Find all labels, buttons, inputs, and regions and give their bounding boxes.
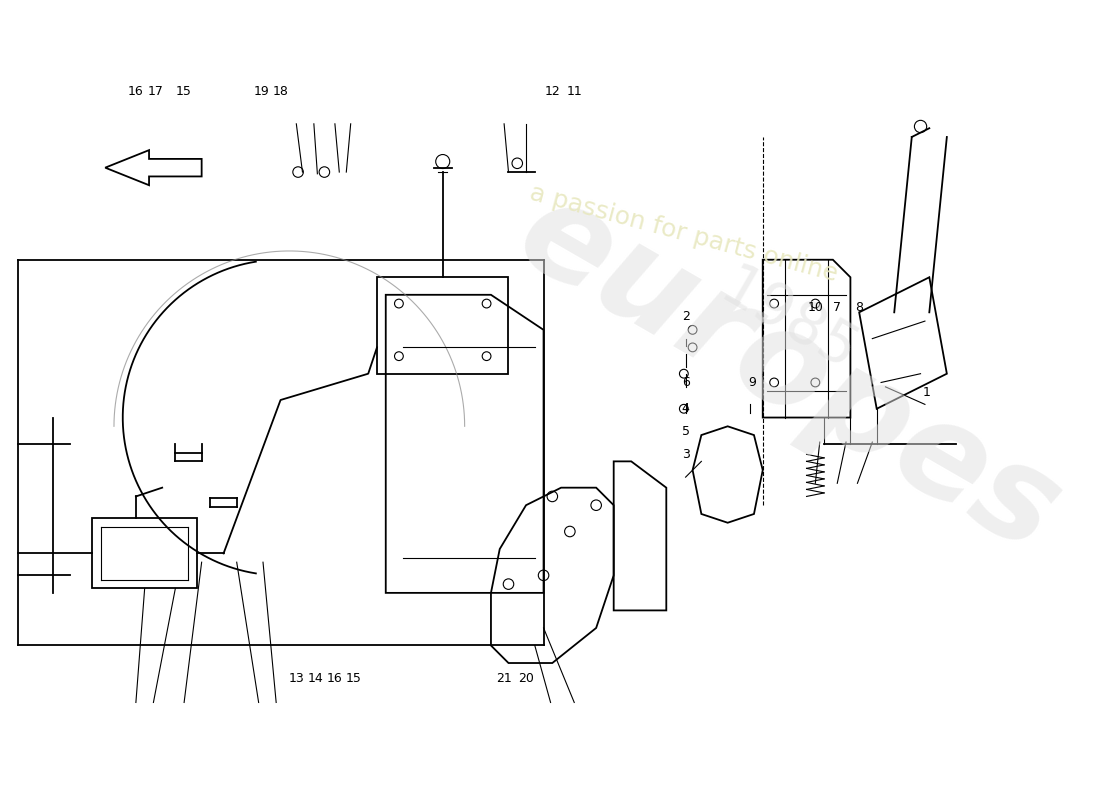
- Text: 7: 7: [834, 302, 842, 314]
- Text: 13: 13: [288, 672, 305, 686]
- Text: 2: 2: [682, 310, 690, 323]
- Text: 14: 14: [308, 672, 323, 686]
- Text: 19: 19: [253, 85, 270, 98]
- Text: 18: 18: [273, 85, 288, 98]
- Text: 10: 10: [807, 302, 823, 314]
- Text: 12: 12: [544, 85, 560, 98]
- Text: 6: 6: [682, 376, 690, 389]
- Text: 4: 4: [682, 402, 690, 415]
- Text: 3: 3: [682, 448, 690, 461]
- Text: 11: 11: [566, 85, 582, 98]
- Text: 15: 15: [176, 85, 192, 98]
- Text: 1985: 1985: [711, 259, 868, 383]
- Text: 9: 9: [748, 376, 756, 389]
- Text: 16: 16: [327, 672, 343, 686]
- Text: 21: 21: [496, 672, 512, 686]
- Text: a passion for parts online: a passion for parts online: [527, 181, 840, 286]
- Text: 16: 16: [128, 85, 144, 98]
- Bar: [92, 518, 197, 589]
- Text: 5: 5: [682, 425, 690, 438]
- Text: 17: 17: [147, 85, 163, 98]
- Text: europes: europes: [497, 168, 1081, 579]
- Text: 8: 8: [855, 302, 864, 314]
- Text: 20: 20: [518, 672, 534, 686]
- Text: 15: 15: [345, 672, 361, 686]
- Text: 1: 1: [923, 386, 931, 399]
